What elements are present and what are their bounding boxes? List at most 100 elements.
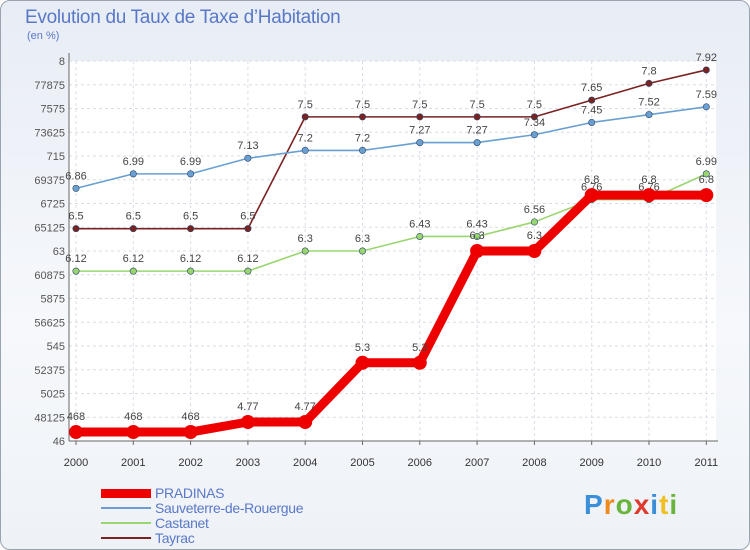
data-point (702, 170, 710, 178)
data-label: 6.76 (638, 182, 659, 194)
y-tick-label: 65125 (34, 222, 65, 234)
data-point (702, 103, 710, 111)
y-tick-label: 46 (53, 436, 65, 448)
data-label: 7.59 (696, 89, 717, 101)
data-label: 4.77 (237, 401, 258, 413)
data-point (244, 267, 252, 275)
series-line-Sauveterre-de-Rouergue (75, 106, 707, 190)
y-tick-label: 77875 (34, 80, 65, 92)
data-point (358, 113, 366, 121)
data-label: 6.3 (527, 230, 542, 242)
y-tick-label: 6725 (41, 199, 65, 211)
data-point (412, 355, 427, 370)
data-point (416, 113, 424, 121)
y-tick-label: 63 (53, 246, 65, 258)
data-label: 7.27 (466, 125, 487, 137)
data-point (187, 170, 195, 178)
chart-title: Evolution du Taux de Taxe d’Habitation (25, 7, 341, 28)
legend-label: Tayrac (155, 530, 195, 546)
series-line-PRADINAS (76, 190, 707, 437)
data-point (187, 225, 195, 233)
data-point (72, 225, 80, 233)
data-label: 468 (181, 411, 199, 423)
data-label: 6.5 (183, 211, 198, 223)
data-point (244, 154, 252, 162)
data-label: 6.5 (126, 211, 141, 223)
x-tick-label: 2010 (637, 457, 661, 469)
data-label: 6.5 (240, 211, 255, 223)
data-label: 6.12 (123, 253, 144, 265)
data-label: 7.5 (412, 99, 427, 111)
x-tick-label: 2004 (293, 457, 317, 469)
data-label: 6.8 (641, 174, 656, 186)
data-point (126, 425, 141, 440)
data-label: 7.2 (298, 132, 313, 144)
data-label: 468 (67, 411, 85, 423)
y-tick-label: 69375 (34, 175, 65, 187)
data-point (301, 113, 309, 121)
data-label: 6.99 (180, 156, 201, 168)
data-label: 6.43 (466, 218, 487, 230)
data-point (355, 355, 370, 370)
data-point (699, 188, 714, 203)
plot-area (69, 61, 716, 441)
data-label: 7.34 (524, 117, 545, 129)
data-point (358, 247, 366, 255)
data-point (129, 170, 137, 178)
data-label: 7.13 (237, 140, 258, 152)
legend-label: PRADINAS (155, 485, 225, 501)
data-label: 6.12 (237, 253, 258, 265)
data-label: 6.3 (355, 233, 370, 245)
data-label: 5.3 (355, 342, 370, 354)
data-label: 6.76 (581, 182, 602, 194)
data-point (69, 425, 83, 440)
data-point (183, 425, 198, 440)
legend-label: Castanet (155, 515, 209, 531)
data-label: 6.12 (180, 253, 201, 265)
data-label: 7.8 (641, 65, 656, 77)
data-point (301, 146, 309, 154)
y-tick-label: 60875 (34, 270, 65, 282)
data-label: 7.27 (409, 125, 430, 137)
data-label: 7.92 (696, 52, 717, 64)
data-label: 468 (124, 411, 142, 423)
data-label: 7.52 (638, 97, 659, 109)
y-tick-label: 48125 (34, 412, 65, 424)
logo-letter: x (633, 489, 651, 520)
x-tick-label: 2011 (694, 457, 718, 469)
data-point (129, 267, 137, 275)
legend-swatch (101, 507, 151, 509)
data-point (187, 267, 195, 275)
y-tick-label: 8 (59, 56, 65, 68)
x-tick-label: 2008 (522, 457, 546, 469)
data-label: 7.65 (581, 82, 602, 94)
x-tick-label: 2001 (121, 457, 145, 469)
data-label: 6.3 (298, 233, 313, 245)
y-tick-label: 56625 (34, 317, 65, 329)
data-point (645, 111, 653, 119)
x-tick-label: 2005 (350, 457, 374, 469)
legend-swatch (101, 488, 151, 498)
data-point (72, 184, 80, 192)
y-tick-label: 73625 (34, 127, 65, 139)
data-point (473, 232, 481, 240)
legend-swatch (101, 522, 151, 524)
data-label: 6.99 (123, 156, 144, 168)
y-tick-label: 52375 (34, 365, 65, 377)
y-tick-label: 5875 (41, 294, 65, 306)
data-label: 7.5 (469, 99, 484, 111)
x-tick-label: 2003 (236, 457, 260, 469)
data-point (530, 218, 538, 226)
data-point (588, 96, 596, 104)
data-label: 6.86 (65, 170, 86, 182)
x-tick-label: 2002 (178, 457, 202, 469)
data-point (642, 188, 656, 203)
data-point (244, 225, 252, 233)
data-label: 6.99 (696, 156, 717, 168)
data-label: 6.8 (584, 174, 599, 186)
data-point (72, 267, 80, 275)
x-tick-label: 2007 (465, 457, 489, 469)
data-label: 4.77 (294, 401, 315, 413)
